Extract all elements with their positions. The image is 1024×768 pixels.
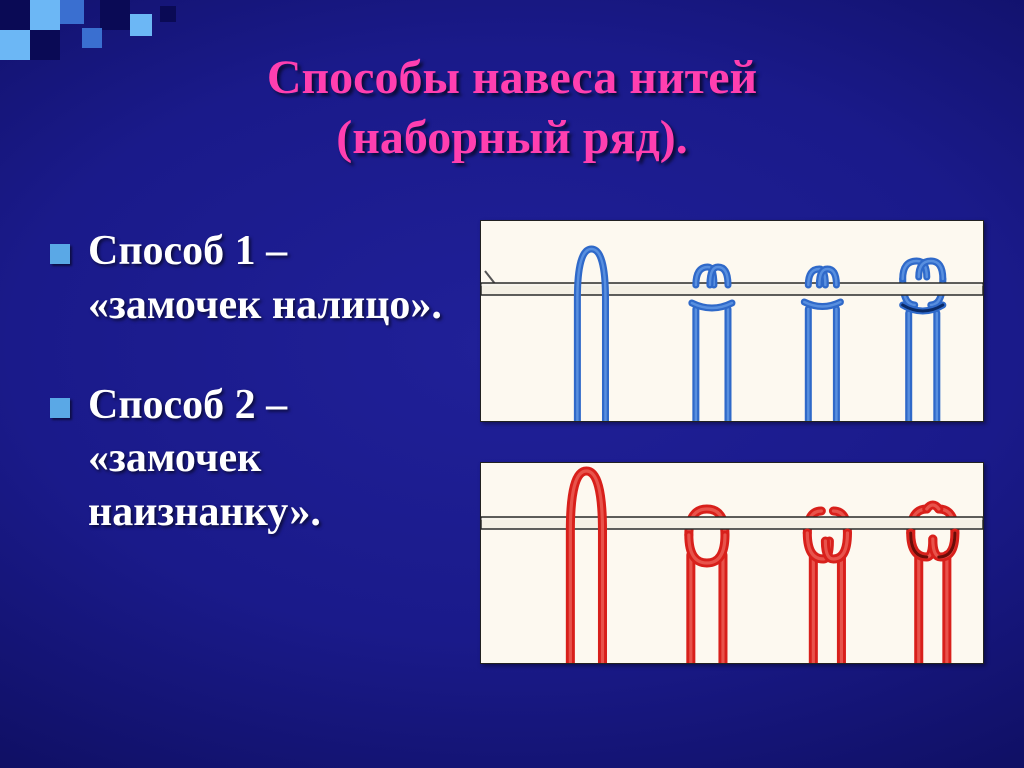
bullet-lead: Способ 1 –	[88, 228, 287, 274]
bullet-text: Способ 2 – «замочек наизнанку».	[88, 379, 480, 540]
slide-body: Способ 1 – «замочек налицо». Способ 2 – …	[50, 200, 984, 728]
bullet-tail: «замочек наизнанку».	[88, 435, 321, 535]
bullet-text: Способ 1 – «замочек налицо».	[88, 225, 442, 333]
figures-column	[480, 200, 984, 728]
bullet-list: Способ 1 – «замочек налицо». Способ 2 – …	[50, 200, 480, 728]
title-line-2: (наборный ряд).	[336, 111, 687, 164]
bullet-tail: «замочек налицо».	[88, 282, 442, 328]
slide-title: Способы навеса нитей (наборный ряд).	[0, 48, 1024, 168]
bullet-mark-icon	[50, 398, 70, 418]
bullet-item: Способ 2 – «замочек наизнанку».	[50, 379, 480, 540]
slide: Способы навеса нитей (наборный ряд). Спо…	[0, 0, 1024, 768]
bullet-lead: Способ 2 –	[88, 382, 287, 428]
figure-1	[480, 220, 984, 422]
bullet-item: Способ 1 – «замочек налицо».	[50, 225, 480, 333]
figure-2	[480, 462, 984, 664]
bullet-mark-icon	[50, 244, 70, 264]
title-line-1: Способы навеса нитей	[267, 51, 757, 104]
